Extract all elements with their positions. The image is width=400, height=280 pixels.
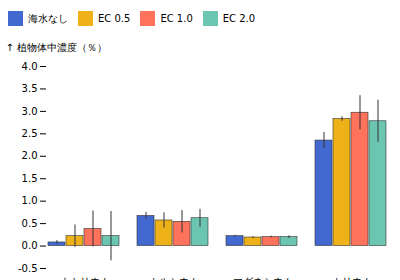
svg-text:0.5: 0.5 — [22, 218, 38, 229]
svg-text:-0.5: -0.5 — [18, 263, 38, 274]
svg-text:1.0: 1.0 — [22, 195, 38, 206]
svg-text:カルシウム: カルシウム — [149, 276, 199, 280]
svg-text:3.0: 3.0 — [22, 106, 38, 117]
svg-text:1.5: 1.5 — [22, 173, 38, 184]
html-text:EC 0.5: EC 0.5 — [98, 13, 131, 24]
svg-text:↑ 植物体中濃度（％）: ↑ 植物体中濃度（％） — [6, 42, 108, 53]
svg-text:カリウム: カリウム — [332, 276, 372, 280]
svg-text:3.5: 3.5 — [22, 83, 38, 94]
svg-text:4.0: 4.0 — [22, 61, 38, 72]
svg-text:0.0: 0.0 — [22, 240, 38, 251]
svg-text:ナトリウム: ナトリウム — [60, 276, 110, 280]
svg-text:2.0: 2.0 — [22, 150, 38, 161]
html-text:EC 2.0: EC 2.0 — [222, 13, 256, 24]
html-text:EC 1.0: EC 1.0 — [160, 13, 193, 24]
svg-text:マグネシウム: マグネシウム — [233, 276, 293, 280]
html-text:海水なし: 海水なし — [28, 12, 68, 24]
svg-text:2.5: 2.5 — [22, 128, 38, 139]
